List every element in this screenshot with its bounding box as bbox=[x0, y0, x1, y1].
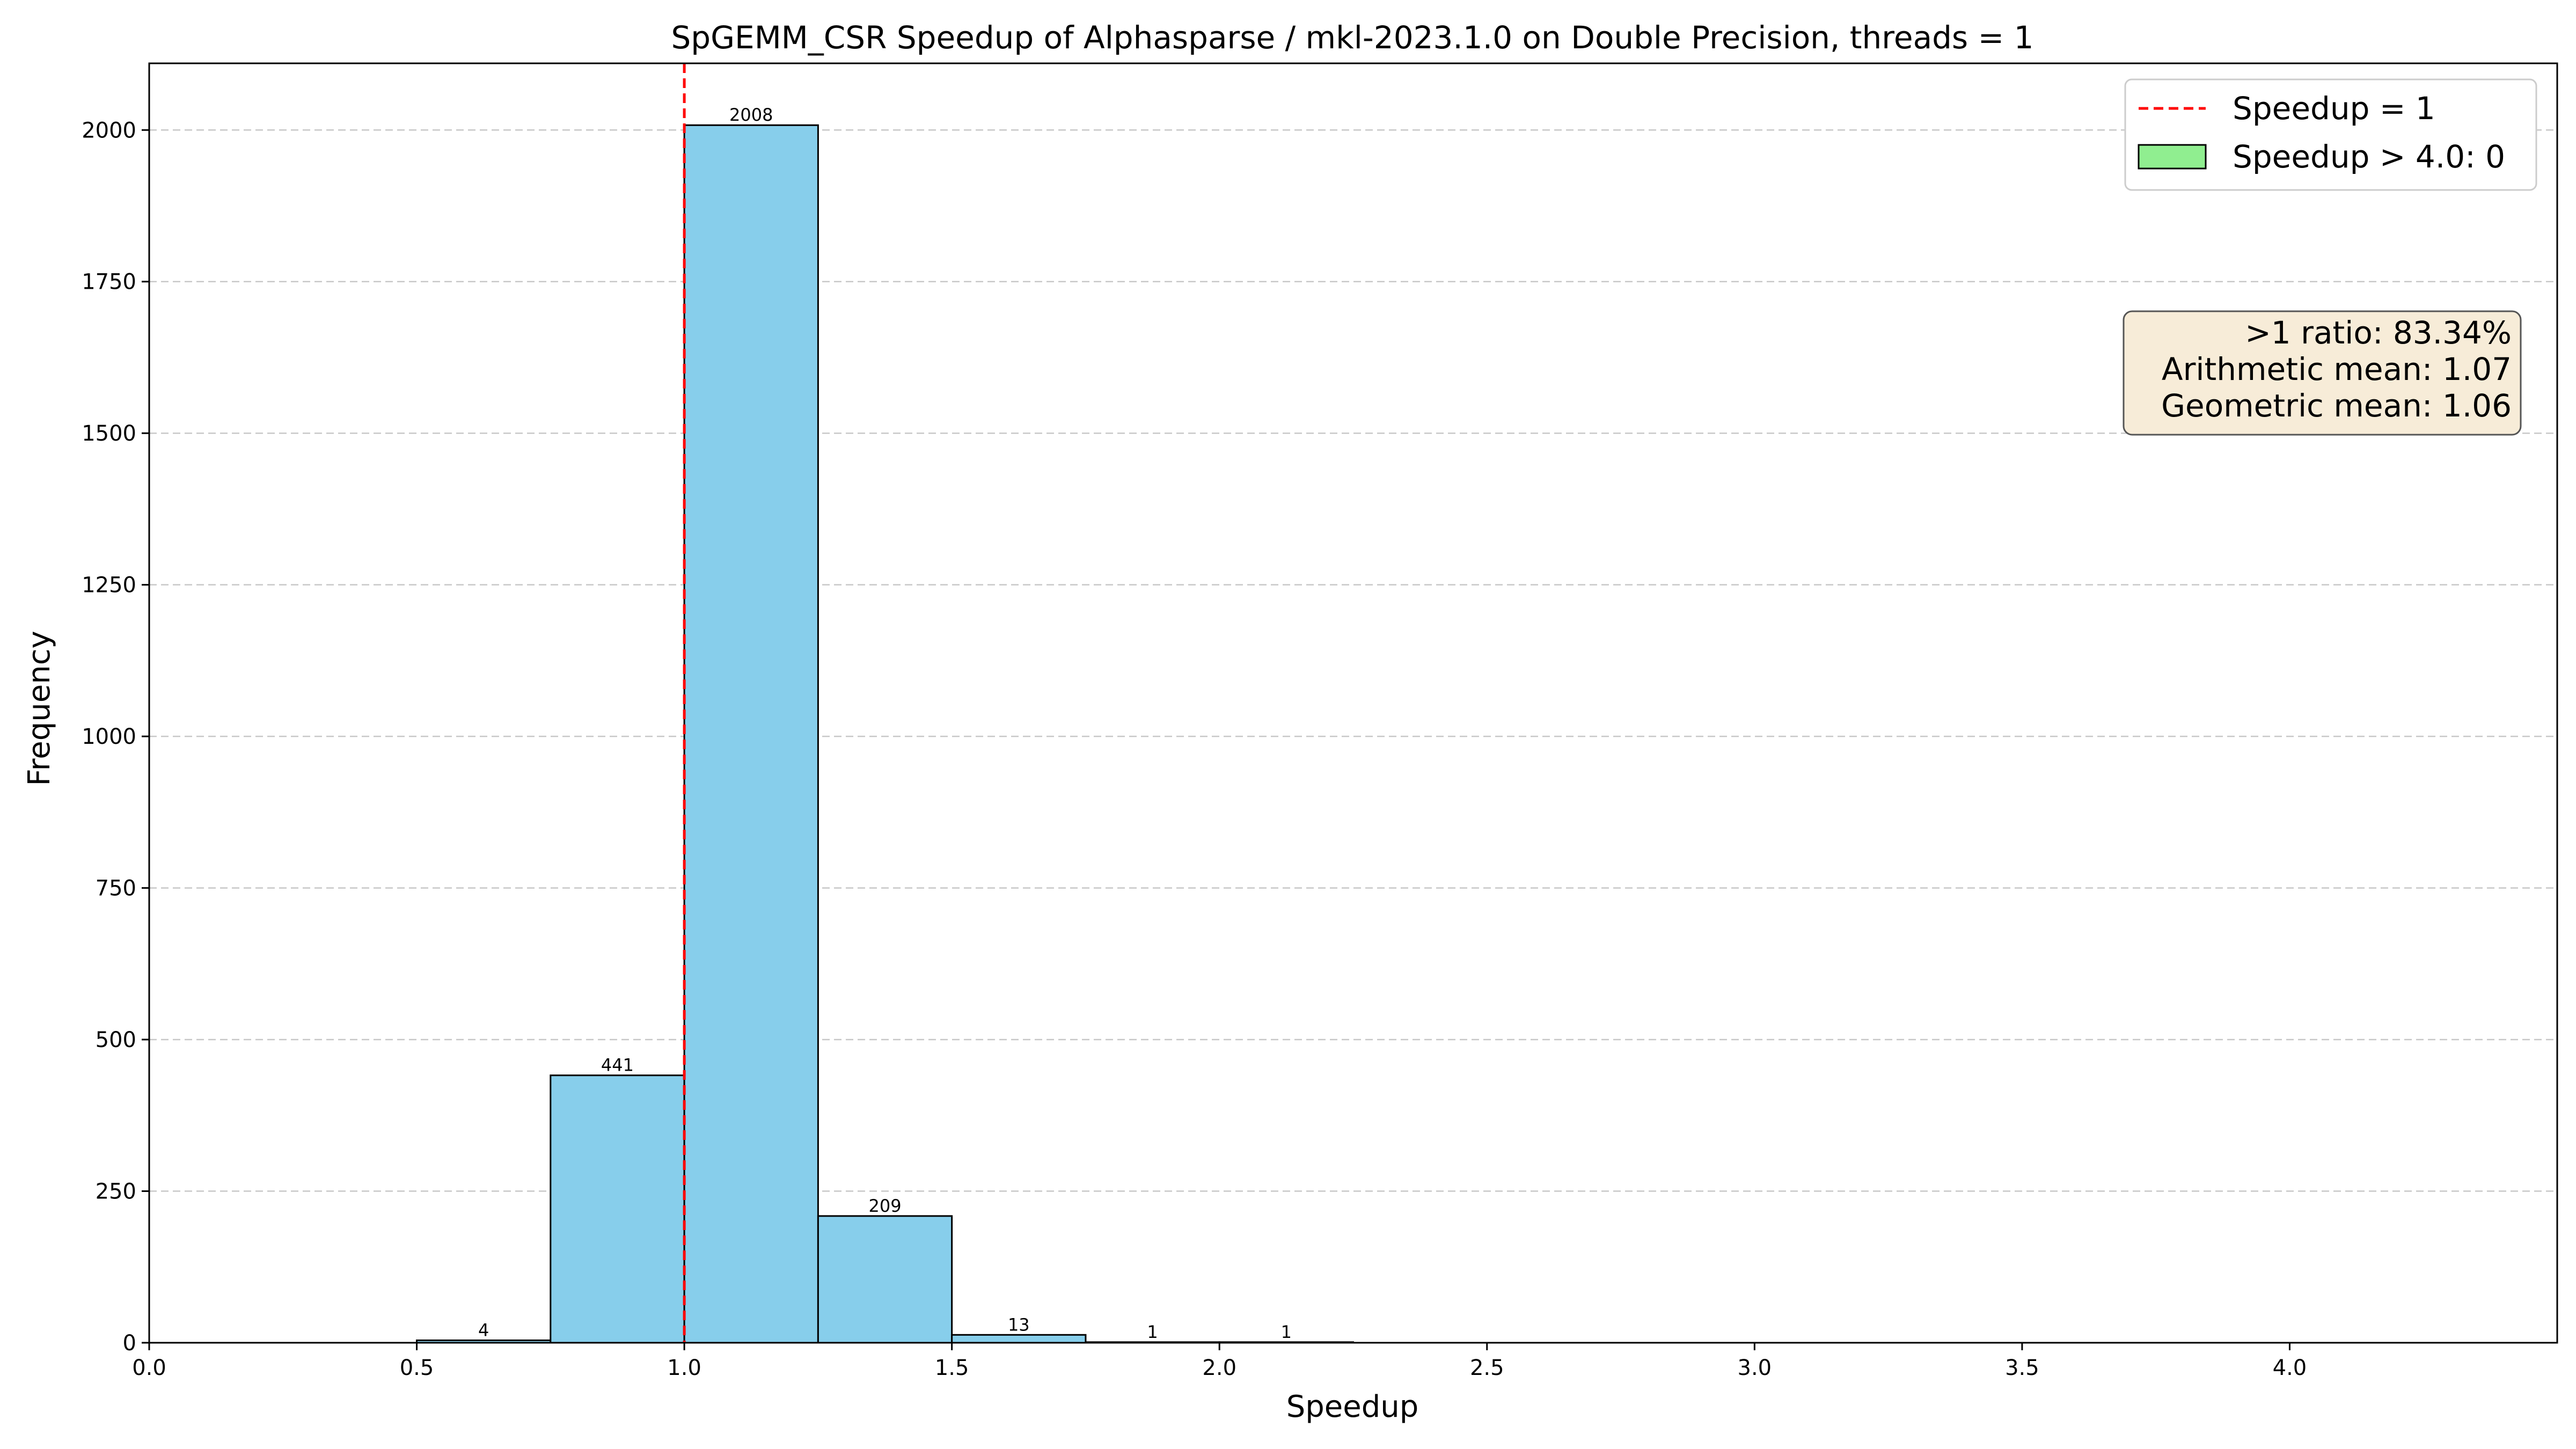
histogram-bar bbox=[683, 124, 819, 1344]
y-tick-label: 500 bbox=[96, 1028, 136, 1052]
stats-ratio: >1 ratio: 83.34% bbox=[2245, 314, 2512, 351]
bar-value-label: 441 bbox=[601, 1055, 634, 1075]
bar-value-label: 13 bbox=[1008, 1314, 1030, 1335]
grid-lines bbox=[149, 129, 2557, 1192]
legend-label-reference: Speedup = 1 bbox=[2233, 90, 2435, 127]
y-tick-label: 1500 bbox=[82, 421, 136, 446]
chart-title: SpGEMM_CSR Speedup of Alphasparse / mkl-… bbox=[671, 19, 2033, 56]
y-tick-label: 250 bbox=[96, 1180, 136, 1204]
y-tick-label: 1250 bbox=[82, 573, 136, 598]
x-tick-label: 1.5 bbox=[935, 1356, 969, 1380]
x-tick-label: 0.5 bbox=[400, 1356, 434, 1380]
bars bbox=[416, 124, 1354, 1344]
legend-label-overflow: Speedup > 4.0: 0 bbox=[2233, 138, 2505, 175]
plot-frame bbox=[148, 62, 2558, 1344]
stats-box: >1 ratio: 83.34% Arithmetic mean: 1.07 G… bbox=[2123, 310, 2522, 436]
legend-frame bbox=[2124, 78, 2537, 191]
bar-value-label: 1 bbox=[1281, 1322, 1292, 1342]
histogram-bar bbox=[817, 1215, 953, 1344]
x-tick-label: 2.5 bbox=[1470, 1356, 1504, 1380]
x-tick-label: 2.0 bbox=[1202, 1356, 1236, 1380]
histogram-bar bbox=[550, 1074, 685, 1344]
histogram-bar bbox=[951, 1334, 1087, 1344]
y-tick-label: 2000 bbox=[82, 118, 136, 143]
y-tick-label: 750 bbox=[96, 876, 136, 901]
bar-value-label: 209 bbox=[868, 1196, 901, 1216]
x-tick-label: 3.0 bbox=[1738, 1356, 1772, 1380]
bar-labels: 4 441 2008 209 13 1 1 bbox=[478, 105, 1292, 1342]
y-tick-label: 1750 bbox=[82, 270, 136, 295]
bar-value-label: 2008 bbox=[729, 105, 773, 125]
x-axis-ticks: 0.0 0.5 1.0 1.5 2.0 2.5 3.0 3.5 4.0 bbox=[132, 1343, 2307, 1380]
y-tick-label: 1000 bbox=[82, 724, 136, 749]
x-tick-label: 3.5 bbox=[2005, 1356, 2039, 1380]
x-tick-label: 0.0 bbox=[132, 1356, 166, 1380]
x-tick-label: 4.0 bbox=[2273, 1356, 2307, 1380]
y-tick-label: 0 bbox=[123, 1331, 136, 1356]
bar-value-label: 4 bbox=[478, 1320, 489, 1340]
stats-arithmetic-mean: Arithmetic mean: 1.07 bbox=[2162, 351, 2512, 387]
stats-box-frame bbox=[2123, 310, 2522, 436]
bar-value-label: 1 bbox=[1147, 1322, 1158, 1342]
legend-patch-swatch bbox=[2138, 144, 2207, 170]
legend: Speedup = 1 Speedup > 4.0: 0 bbox=[2124, 78, 2537, 191]
stats-geometric-mean: Geometric mean: 1.06 bbox=[2161, 387, 2512, 424]
x-tick-label: 1.0 bbox=[667, 1356, 701, 1380]
x-axis-title: Speedup bbox=[1286, 1389, 1419, 1424]
y-axis-title: Frequency bbox=[22, 631, 57, 786]
y-axis-ticks: 0 250 500 750 1000 1250 1500 1750 2000 bbox=[82, 118, 149, 1356]
